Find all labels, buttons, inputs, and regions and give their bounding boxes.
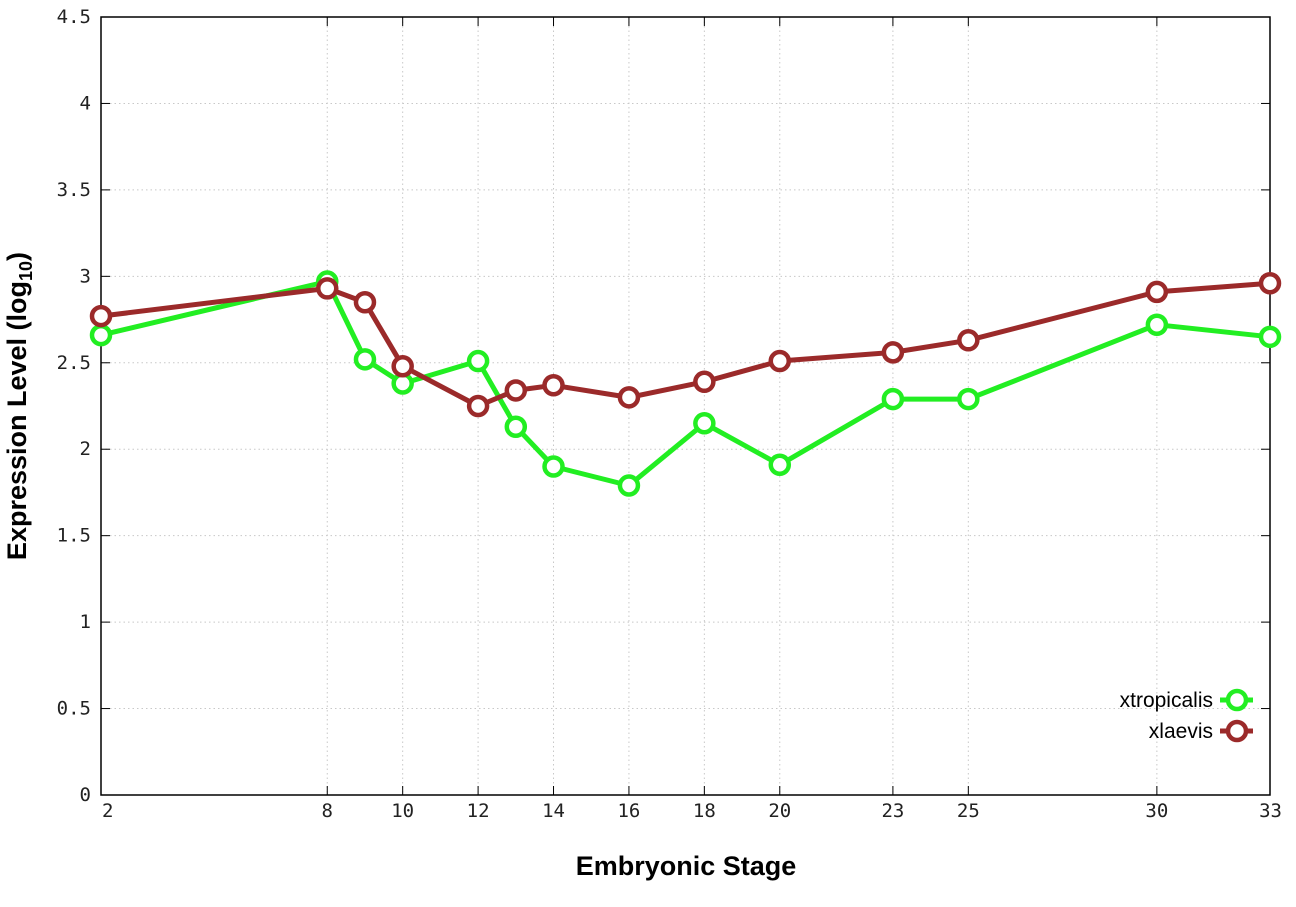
legend: xtropicalis xlaevis: [1120, 688, 1253, 743]
x-tick-label: 30: [1145, 800, 1168, 822]
y-tick-label: 4: [80, 92, 91, 114]
y-tick-label: 0: [80, 784, 91, 806]
x-tick-label: 20: [768, 800, 791, 822]
data-point-xlaevis: [1145, 280, 1169, 304]
data-point-xlaevis: [89, 304, 113, 328]
data-point-xtropicalis: [768, 453, 792, 477]
x-tick-label: 23: [881, 800, 904, 822]
data-point-xlaevis: [353, 291, 377, 314]
x-axis-tick-labels: 2 8 10 12 14 16 18 20 23 25 30 33: [102, 800, 1282, 822]
data-point-xtropicalis: [542, 455, 565, 478]
data-point-xtropicalis: [466, 349, 490, 373]
data-point-xtropicalis: [957, 387, 980, 411]
y-axis-title-subscript: 10: [16, 261, 36, 281]
data-point-xlaevis: [504, 379, 528, 402]
data-point-xlaevis: [881, 341, 905, 364]
legend-swatch-marker: [1225, 719, 1249, 743]
x-tick-label: 25: [957, 800, 980, 822]
y-tick-label: 2: [80, 438, 91, 460]
y-tick-label: 1.5: [57, 525, 91, 547]
legend-item-xtropicalis: xtropicalis: [1120, 688, 1253, 712]
series-xlaevis: [89, 271, 1282, 418]
series-line-xlaevis: [100, 280, 1271, 409]
plot-frame: [100, 16, 1271, 796]
series-xtropicalis: [89, 270, 1282, 497]
y-tick-label: 1: [80, 611, 91, 633]
x-tick-label: 18: [693, 800, 716, 822]
x-tick-label: 2: [102, 800, 113, 822]
x-tick-label: 8: [322, 800, 333, 822]
data-point-xtropicalis: [1258, 325, 1282, 349]
legend-swatch-marker: [1225, 688, 1249, 712]
data-point-xtropicalis: [353, 348, 377, 371]
data-point-xtropicalis: [693, 412, 716, 435]
legend-label: xlaevis: [1149, 720, 1213, 743]
x-tick-label: 16: [617, 800, 640, 822]
data-point-xlaevis: [391, 354, 414, 378]
data-point-xlaevis: [957, 329, 980, 352]
y-axis-title-main: Expression Level (log: [2, 281, 32, 560]
y-tick-label: 3.5: [57, 179, 91, 201]
x-tick-label: 10: [391, 800, 414, 822]
y-tick-label: 4.5: [57, 6, 91, 28]
legend-label: xtropicalis: [1120, 689, 1213, 712]
y-tick-label: 0.5: [57, 698, 91, 720]
tick-marks: [100, 16, 1271, 796]
data-point-xtropicalis: [504, 415, 528, 438]
x-axis-title: Embryonic Stage: [576, 851, 797, 881]
data-point-xlaevis: [1258, 271, 1282, 295]
data-point-xlaevis: [693, 370, 716, 394]
data-point-xlaevis: [768, 349, 792, 373]
x-tick-label: 14: [542, 800, 565, 822]
x-tick-label: 33: [1259, 800, 1282, 822]
y-tick-label: 3: [80, 265, 91, 287]
data-point-xtropicalis: [1145, 313, 1169, 336]
data-point-xtropicalis: [881, 387, 905, 411]
grid-lines: [101, 17, 1270, 795]
data-point-xlaevis: [617, 386, 641, 409]
y-tick-label: 2.5: [57, 352, 91, 374]
legend-item-xlaevis: xlaevis: [1149, 719, 1253, 743]
data-point-xtropicalis: [617, 474, 641, 497]
series-layer: [89, 270, 1282, 497]
y-axis-title: Expression Level (log10): [2, 252, 36, 560]
x-tick-label: 12: [467, 800, 490, 822]
y-axis-title-close: ): [2, 252, 32, 261]
y-axis-tick-labels: 0 0.5 1 1.5 2 2.5 3 3.5 4 4.5: [57, 6, 91, 806]
data-point-xtropicalis: [89, 323, 113, 347]
data-point-xlaevis: [466, 394, 490, 418]
data-point-xlaevis: [542, 374, 565, 397]
data-point-xlaevis: [316, 277, 339, 300]
